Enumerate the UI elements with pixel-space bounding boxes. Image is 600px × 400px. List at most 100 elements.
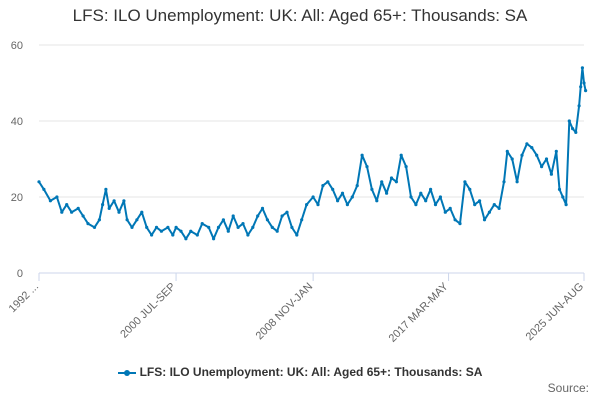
y-axis: 0 20 40 60: [11, 40, 23, 280]
data-point: [241, 222, 245, 226]
data-point: [81, 214, 85, 218]
legend-series-marker: [117, 369, 136, 376]
data-point: [340, 191, 345, 195]
data-point: [574, 130, 578, 134]
data-point: [159, 229, 163, 233]
data-point: [345, 203, 349, 207]
data-point: [571, 127, 575, 131]
y-tick-label: 40: [11, 116, 23, 128]
data-point: [55, 195, 59, 199]
data-point: [195, 233, 199, 237]
data-point: [497, 206, 501, 210]
data-point: [135, 218, 139, 222]
data-point: [389, 176, 394, 180]
data-point: [280, 214, 284, 218]
data-point: [584, 89, 588, 93]
data-point: [231, 214, 235, 218]
data-point: [473, 203, 477, 207]
data-point: [492, 203, 496, 207]
data-point: [316, 203, 320, 207]
data-point: [150, 233, 154, 237]
data-point: [37, 180, 41, 184]
data-point: [482, 218, 487, 222]
data-point: [463, 180, 467, 184]
data-point: [429, 187, 433, 191]
data-point: [370, 187, 374, 191]
series-line: [38, 66, 587, 240]
data-point: [580, 66, 585, 70]
data-point: [385, 191, 389, 195]
data-point: [184, 237, 188, 241]
data-point: [540, 165, 544, 169]
data-point: [300, 218, 304, 222]
data-point: [321, 184, 325, 188]
data-point: [530, 146, 534, 150]
data-point: [295, 233, 299, 237]
data-point: [567, 119, 571, 123]
gridlines: [39, 44, 584, 274]
data-point: [414, 203, 418, 207]
data-point: [380, 180, 384, 184]
data-series: [37, 66, 588, 241]
data-point: [86, 222, 90, 226]
data-point: [97, 218, 101, 222]
data-point: [579, 85, 583, 89]
x-tick-label: 2000 JUL-SEP: [118, 281, 178, 341]
data-point: [290, 225, 294, 229]
data-point: [326, 180, 330, 184]
data-point: [557, 187, 562, 191]
data-point: [409, 195, 413, 199]
data-point: [360, 153, 364, 157]
data-point: [179, 229, 183, 233]
data-point: [544, 157, 549, 161]
data-point: [515, 180, 519, 184]
y-tick-label: 20: [11, 192, 23, 204]
data-point: [365, 165, 369, 169]
data-point: [166, 225, 170, 229]
legend[interactable]: LFS: ILO Unemployment: UK: All: Aged 65+…: [0, 365, 600, 379]
data-point: [216, 225, 221, 229]
data-point: [107, 206, 111, 210]
x-tick-label: 2025 JUN-AUG: [524, 281, 587, 344]
data-point: [76, 206, 80, 210]
data-point: [487, 210, 491, 214]
data-point: [443, 210, 447, 214]
data-point: [270, 225, 274, 229]
data-point: [104, 187, 108, 191]
data-point: [101, 203, 105, 207]
source-label: Source:: [547, 381, 589, 395]
data-point: [577, 104, 581, 108]
data-point: [419, 191, 423, 195]
data-point: [200, 222, 204, 226]
data-point: [311, 195, 315, 199]
data-point: [336, 199, 340, 203]
data-point: [502, 180, 506, 184]
data-point: [246, 233, 250, 237]
data-point: [42, 187, 46, 191]
legend-series-label: LFS: ILO Unemployment: UK: All: Aged 65+…: [139, 365, 483, 379]
data-point: [448, 206, 452, 210]
data-point: [112, 199, 116, 203]
data-point: [260, 206, 265, 210]
data-point: [236, 225, 240, 229]
data-point: [350, 195, 354, 199]
data-point: [48, 199, 53, 203]
data-point: [433, 203, 438, 207]
data-point: [424, 199, 428, 203]
data-point: [265, 218, 269, 222]
data-point: [92, 225, 97, 229]
data-point: [226, 229, 230, 233]
data-point: [174, 225, 178, 229]
y-tick-label: 0: [17, 268, 23, 280]
data-point: [60, 210, 64, 214]
y-tick-label: 60: [11, 40, 23, 52]
data-point: [122, 199, 126, 203]
data-point: [355, 184, 359, 188]
data-point: [375, 199, 379, 203]
data-point: [549, 172, 554, 176]
data-point: [561, 195, 565, 199]
x-tick-label: 2008 NOV-JAN: [254, 281, 316, 343]
data-point: [125, 218, 129, 222]
data-point: [212, 237, 216, 241]
